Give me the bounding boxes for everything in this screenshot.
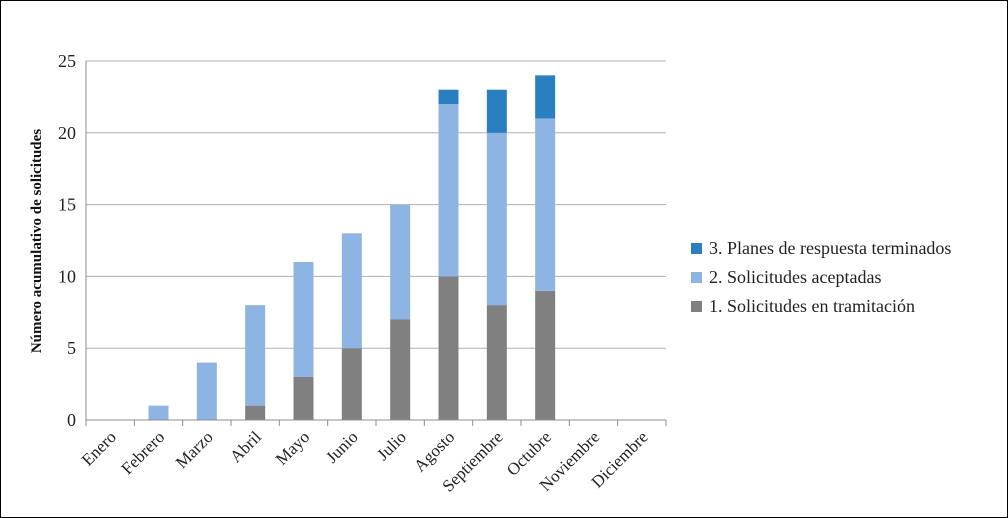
legend-label: 2. Solicitudes aceptadas [709, 267, 882, 287]
bar-segment-1-julio [390, 319, 411, 420]
bar-segment-2-septiembre [486, 132, 507, 306]
bar-segment-3-agosto [438, 89, 459, 105]
legend-label: 3. Planes de respuesta terminados [709, 238, 952, 258]
bar-segment-1-junio [341, 348, 362, 420]
axes [85, 61, 667, 426]
bar-segment-2-febrero [148, 405, 169, 420]
bar-segment-1-abril [245, 405, 266, 420]
y-tick-label: 0 [67, 410, 76, 430]
x-tick-label: Enero [78, 427, 120, 469]
y-axis-label: Número acumulativo de solicitudes [29, 129, 45, 353]
x-tick-label: Mayo [272, 427, 313, 468]
bar-segment-2-agosto [438, 104, 459, 277]
bar-segment-2-marzo [196, 362, 217, 420]
legend-swatch [691, 243, 702, 254]
bar-segment-2-julio [390, 204, 411, 320]
bar-segment-2-octubre [535, 118, 556, 291]
legend-item: 3. Planes de respuesta terminados [691, 234, 951, 263]
legend: 3. Planes de respuesta terminados 2. Soli… [691, 234, 951, 321]
x-tick-label: Julio [373, 427, 410, 464]
bar-segment-2-mayo [293, 262, 314, 377]
x-tick-label: Abril [226, 427, 265, 466]
y-tick-label: 15 [58, 195, 76, 215]
bar-segment-1-septiembre [486, 305, 507, 420]
x-tick-label: Febrero [118, 427, 169, 478]
y-tick-label: 5 [67, 338, 76, 358]
legend-item: 1. Solicitudes en tramitación [691, 292, 951, 321]
bar-segment-1-agosto [438, 276, 459, 420]
bar-segment-2-abril [245, 305, 266, 406]
bar-segment-1-octubre [535, 290, 556, 420]
legend-swatch [691, 301, 702, 312]
bar-segment-3-septiembre [486, 89, 507, 133]
legend-swatch [691, 272, 702, 283]
gridlines [86, 60, 666, 349]
legend-item: 2. Solicitudes aceptadas [691, 263, 951, 292]
bar-segment-3-octubre [535, 75, 556, 119]
legend-label: 1. Solicitudes en tramitación [709, 296, 915, 316]
y-tick-label: 25 [58, 51, 76, 71]
y-tick-label: 10 [58, 266, 76, 286]
bars [148, 75, 556, 420]
bar-segment-2-junio [341, 233, 362, 349]
x-tick-label: Junio [322, 427, 361, 466]
x-tick-label: Marzo [172, 427, 217, 472]
y-tick-label: 20 [58, 123, 76, 143]
bar-segment-1-mayo [293, 376, 314, 420]
y-tick-labels: 0 5 10 15 20 25 [58, 51, 76, 430]
